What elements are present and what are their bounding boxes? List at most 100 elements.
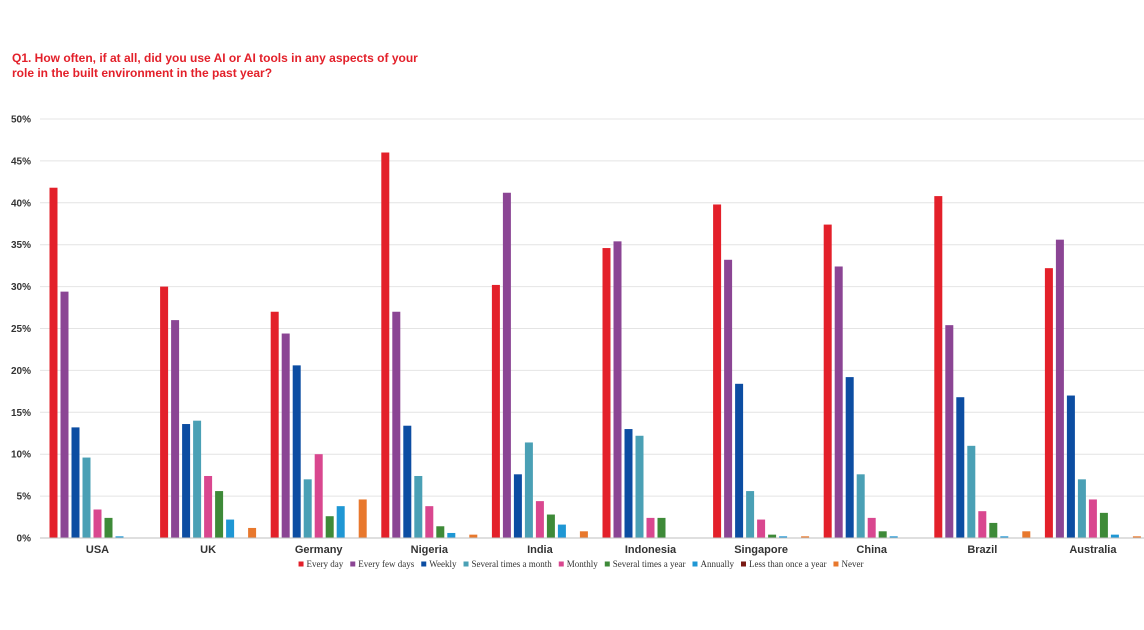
y-tick-label: 50% xyxy=(11,115,31,126)
bar-never xyxy=(248,527,257,538)
bar-annually xyxy=(779,536,788,538)
legend-swatch xyxy=(421,561,427,567)
bar-monthly xyxy=(535,501,544,538)
bar-every-few-days xyxy=(502,192,511,538)
bar-monthly xyxy=(425,506,434,538)
bar-monthly xyxy=(314,454,323,538)
legend-item: Several times a year xyxy=(604,559,686,569)
bar-annually xyxy=(447,532,456,538)
legend-label: Every few days xyxy=(358,559,414,569)
y-tick-label: 30% xyxy=(11,282,31,293)
legend-swatch xyxy=(350,561,356,567)
legend-swatch xyxy=(692,561,698,567)
bar-several-times-a-year xyxy=(768,534,777,538)
bar-weekly xyxy=(71,427,80,538)
y-axis: 0% 5% 10% 15% 20% 25% 30% 35% 40% 45% 50% xyxy=(11,115,31,545)
bar-annually xyxy=(1000,536,1009,538)
x-tick-label: Brazil xyxy=(967,544,997,556)
bar-monthly xyxy=(867,517,876,538)
bar-every-day xyxy=(270,311,279,538)
bar-weekly xyxy=(513,474,522,538)
bar-several-times-a-year xyxy=(546,514,555,538)
bar-never xyxy=(1132,536,1141,538)
bar-weekly xyxy=(624,429,633,538)
x-tick-label: Singapore xyxy=(734,544,788,556)
bar-every-day xyxy=(49,187,58,538)
bar-several-times-a-year xyxy=(657,517,666,538)
y-tick-label: 20% xyxy=(11,366,31,377)
y-tick-label: 40% xyxy=(11,198,31,209)
y-tick-label: 15% xyxy=(11,408,31,419)
bar-annually xyxy=(226,519,235,538)
bar-weekly xyxy=(1066,395,1075,538)
bar-never xyxy=(469,534,478,538)
bar-every-few-days xyxy=(281,333,290,538)
legend-item: Less than once a year xyxy=(740,559,826,569)
bar-several-times-a-month xyxy=(303,479,312,538)
legend-item: Every few days xyxy=(350,559,415,569)
bar-monthly xyxy=(204,475,213,538)
bar-every-day xyxy=(1044,268,1053,538)
bar-weekly xyxy=(845,377,854,538)
bar-every-few-days xyxy=(613,241,622,538)
bar-every-few-days xyxy=(171,320,180,538)
x-axis: USA UK Germany Nigeria India Indonesia Singapo… xyxy=(40,537,1144,556)
bar-every-few-days xyxy=(834,266,843,538)
legend-label: Less than once a year xyxy=(749,559,826,569)
x-tick-label: Australia xyxy=(1069,544,1117,556)
bar-annually xyxy=(557,524,566,538)
legend-item: Weekly xyxy=(421,559,457,569)
bar-monthly xyxy=(757,519,766,538)
y-tick-label: 45% xyxy=(11,156,31,167)
bar-annually xyxy=(889,536,898,538)
bar-several-times-a-month xyxy=(1077,479,1086,538)
bar-never xyxy=(579,531,588,538)
bar-several-times-a-month xyxy=(856,474,865,538)
legend-label: Every day xyxy=(307,559,344,569)
x-tick-label: Nigeria xyxy=(411,544,449,556)
legend-swatch xyxy=(833,561,839,567)
bar-never xyxy=(358,499,367,538)
bar-monthly xyxy=(1088,499,1097,538)
legend-label: Annually xyxy=(700,559,734,569)
bar-several-times-a-month xyxy=(193,420,202,538)
legend-item: Monthly xyxy=(558,559,598,569)
bar-every-few-days xyxy=(60,291,69,538)
legend-swatch xyxy=(740,561,746,567)
x-tick-label: Indonesia xyxy=(625,544,677,556)
bar-every-day xyxy=(491,284,500,538)
legend-item: Never xyxy=(833,559,863,569)
bar-weekly xyxy=(182,424,191,538)
y-tick-label: 25% xyxy=(11,324,31,335)
bar-every-day xyxy=(823,224,832,538)
bar-several-times-a-year xyxy=(215,491,224,538)
legend-swatch xyxy=(558,561,564,567)
legend-swatch xyxy=(298,561,304,567)
x-tick-label: India xyxy=(527,544,554,556)
bar-never xyxy=(801,536,810,538)
legend-label: Several times a month xyxy=(472,559,553,569)
legend-item: Several times a month xyxy=(463,559,553,569)
bar-every-day xyxy=(713,204,722,538)
bar-several-times-a-month xyxy=(82,457,91,538)
legend-swatch xyxy=(604,561,610,567)
bar-several-times-a-month xyxy=(414,475,423,538)
y-tick-label: 35% xyxy=(11,240,31,251)
y-tick-label: 10% xyxy=(11,450,31,461)
bar-every-few-days xyxy=(1055,239,1064,538)
bar-never xyxy=(1022,531,1031,538)
x-tick-label: UK xyxy=(200,544,216,556)
x-tick-label: USA xyxy=(86,544,109,556)
bar-monthly xyxy=(646,517,655,538)
bar-every-few-days xyxy=(392,311,401,538)
bar-several-times-a-month xyxy=(746,491,755,538)
bar-annually xyxy=(1110,534,1119,538)
legend-label: Several times a year xyxy=(613,559,686,569)
chart-title: Q1. How often, if at all, did you use AI… xyxy=(12,51,418,80)
bar-weekly xyxy=(735,383,744,538)
bar-weekly xyxy=(956,397,965,538)
bar-weekly xyxy=(292,365,301,538)
bar-several-times-a-year xyxy=(989,522,998,538)
bar-annually xyxy=(336,506,345,538)
legend-label: Never xyxy=(841,559,863,569)
